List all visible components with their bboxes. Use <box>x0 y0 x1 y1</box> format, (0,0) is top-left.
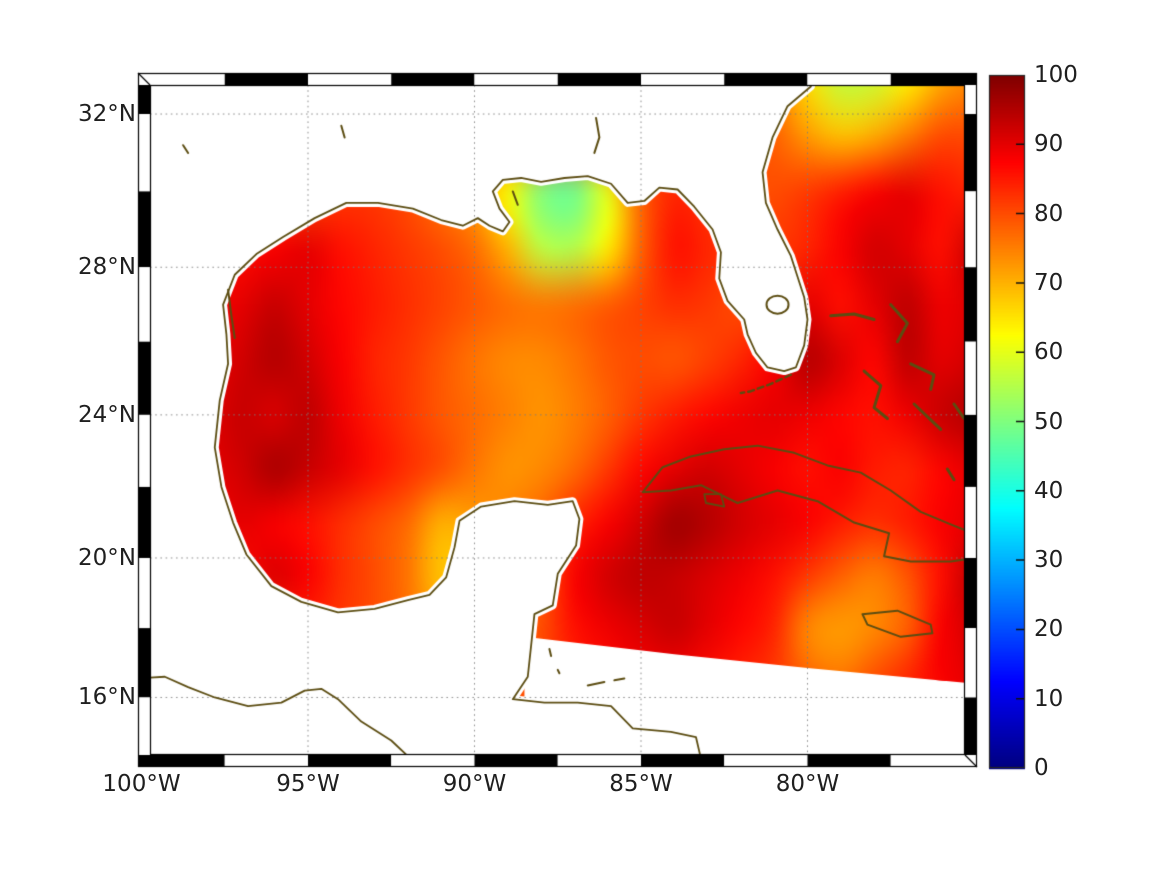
colorbar-tick-label: 0 <box>1034 755 1049 781</box>
colorbar-tick-label: 50 <box>1034 408 1064 435</box>
x-tick-label: 95°W <box>276 771 340 797</box>
colorbar-tick-label: 70 <box>1034 269 1064 296</box>
x-tick-label: 80°W <box>775 771 840 797</box>
y-tick-label: 20°N <box>78 544 136 571</box>
y-tick-label: 16°N <box>78 684 136 711</box>
x-tick-label: 100°W <box>102 771 181 797</box>
x-tick-label: 85°W <box>609 771 673 797</box>
colorbar-tick-label: 20 <box>1034 616 1064 643</box>
y-tick-label: 28°N <box>78 254 136 281</box>
colorbar-tick-label: 80 <box>1034 200 1064 227</box>
colorbar-tick-label: 10 <box>1034 685 1064 712</box>
x-tick-label: 90°W <box>442 771 507 797</box>
colorbar-tick-label: 100 <box>1034 62 1078 88</box>
y-tick-label: 32°N <box>78 101 136 128</box>
y-tick-label: 24°N <box>78 401 136 428</box>
colorbar-tick-label: 40 <box>1034 477 1064 504</box>
colorbar-tick-label: 30 <box>1034 547 1064 574</box>
colorbar-tick-label: 90 <box>1034 131 1064 158</box>
colorbar-tick-label: 60 <box>1034 339 1064 366</box>
